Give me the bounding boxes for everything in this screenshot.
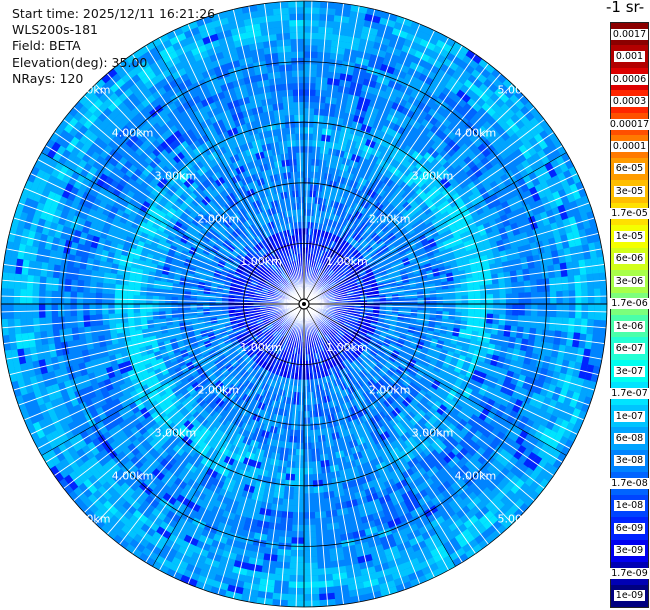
colorbar-label: 3e-08 xyxy=(613,455,646,467)
colorbar-label: 0.0003 xyxy=(610,96,649,108)
colorbar-bin: 1.7e-07 xyxy=(609,382,650,405)
colorbar-bin: 6e-08 xyxy=(611,427,648,450)
colorbar-label: 0.00017 xyxy=(607,118,650,130)
range-ring-label: 3.00km xyxy=(412,427,454,440)
colorbar-bin: 3e-08 xyxy=(611,449,648,473)
colorbar-bin: 0.00017 xyxy=(607,112,650,136)
colorbar-label: 1e-06 xyxy=(613,320,646,332)
start-time-text: Start time: 2025/12/11 16:21:26 xyxy=(12,6,216,21)
colorbar-label: 6e-09 xyxy=(613,522,646,534)
colorbar-label: 6e-05 xyxy=(613,163,646,175)
colorbar-label: 0.0017 xyxy=(610,28,649,40)
colorbar: 0.0017 0.001 0.0006 0.0003 0.00017 0.0001 6e-0… xyxy=(607,22,650,608)
colorbar-bin: 1e-09 xyxy=(611,584,648,607)
colorbar-label: 3e-05 xyxy=(613,185,646,197)
range-ring-label: 5.00km xyxy=(498,512,540,525)
colorbar-label: 3e-06 xyxy=(613,275,646,287)
elevation-text: Elevation(deg): 35.00 xyxy=(12,54,148,70)
lidar-origin-marker xyxy=(298,298,310,310)
range-ring-label: 2.00km xyxy=(369,212,411,225)
range-ring-label: 1.00km xyxy=(240,255,282,268)
colorbar-bin: 6e-09 xyxy=(611,517,648,540)
scan-info: Start time: 2025/12/11 16:21:26 WLS200s-… xyxy=(12,6,215,87)
colorbar-bin: 6e-07 xyxy=(611,337,648,360)
colorbar-label: 6e-08 xyxy=(613,433,646,445)
colorbar-label: 6e-07 xyxy=(613,343,646,355)
colorbar-bin: 1.7e-08 xyxy=(609,472,650,495)
nrays-text: NRays: 120 xyxy=(12,70,84,86)
colorbar-bin: 1.7e-06 xyxy=(609,292,650,315)
colorbar-bin: 0.0003 xyxy=(610,90,649,113)
colorbar-bin: 6e-06 xyxy=(611,247,648,271)
colorbar-bin: 1e-07 xyxy=(611,404,648,428)
colorbar-label: 0.001 xyxy=(613,51,646,63)
field-text: Field: BETA xyxy=(12,38,81,54)
colorbar-label: 1.7e-08 xyxy=(609,477,650,489)
colorbar-bin: 1.7e-09 xyxy=(609,562,650,585)
colorbar-title: -1 sr- xyxy=(606,0,645,16)
colorbar-label: 1e-08 xyxy=(613,500,646,512)
origin-dot xyxy=(302,302,306,306)
colorbar-label: 1e-09 xyxy=(613,590,646,602)
range-ring-label: 2.00km xyxy=(369,384,411,397)
colorbar-label: 6e-06 xyxy=(613,253,646,265)
range-ring-label: 3.00km xyxy=(155,427,197,440)
range-ring-label: 4.00km xyxy=(112,469,154,482)
colorbar-bin: 6e-05 xyxy=(611,157,648,181)
colorbar-bin: 1e-06 xyxy=(611,315,648,338)
colorbar-bin: 1e-08 xyxy=(611,494,648,518)
colorbar-label: 1e-05 xyxy=(613,230,646,242)
range-ring-label: 5.00km xyxy=(498,84,540,97)
range-ring-label: 3.00km xyxy=(412,169,454,182)
range-ring-label: 3.00km xyxy=(155,169,197,182)
colorbar-label: 1.7e-07 xyxy=(609,388,650,400)
colorbar-label: 0.0006 xyxy=(610,73,649,85)
range-ring-label: 5.00km xyxy=(69,512,111,525)
instrument-text: WLS200s-181 xyxy=(12,22,98,38)
range-ring-label: 4.00km xyxy=(455,127,497,140)
colorbar-label: 0.0001 xyxy=(610,141,649,153)
range-ring-label: 4.00km xyxy=(112,127,154,140)
colorbar-bin: 3e-09 xyxy=(611,539,648,563)
range-ring-label: 1.00km xyxy=(240,341,282,354)
colorbar-bin: 3e-06 xyxy=(611,270,648,293)
colorbar-bin: 3e-05 xyxy=(611,180,648,203)
colorbar-bin: 1.7e-05 xyxy=(609,202,650,226)
colorbar-label: 1.7e-09 xyxy=(609,567,650,579)
colorbar-bin: 0.0001 xyxy=(610,135,649,158)
colorbar-bin: 3e-07 xyxy=(611,359,648,383)
range-ring-label: 1.00km xyxy=(326,341,368,354)
colorbar-label: 3e-07 xyxy=(613,365,646,377)
colorbar-bin: 0.0017 xyxy=(610,23,649,46)
range-ring-label: 4.00km xyxy=(455,469,497,482)
colorbar-label: 1e-07 xyxy=(613,410,646,422)
colorbar-label: 1.7e-06 xyxy=(609,298,650,310)
colorbar-bin: 1e-05 xyxy=(611,225,648,248)
colorbar-bin: 0.0006 xyxy=(610,67,649,91)
range-ring-label: 2.00km xyxy=(198,212,240,225)
colorbar-label: 1.7e-05 xyxy=(609,208,650,220)
range-ring-label: 2.00km xyxy=(198,384,240,397)
colorbar-label: 3e-09 xyxy=(613,545,646,557)
range-ring-label: 1.00km xyxy=(326,255,368,268)
colorbar-bin: 0.001 xyxy=(611,45,648,68)
